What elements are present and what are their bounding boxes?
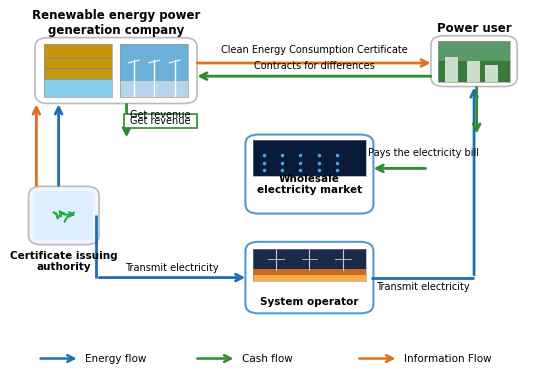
Bar bbox=[438, 40, 510, 82]
Bar bbox=[34, 191, 94, 240]
Bar bbox=[120, 81, 188, 97]
Text: Cash flow: Cash flow bbox=[241, 353, 292, 364]
Bar bbox=[467, 61, 480, 82]
Text: Information Flow: Information Flow bbox=[404, 353, 491, 364]
Bar bbox=[485, 65, 498, 82]
FancyBboxPatch shape bbox=[124, 115, 197, 128]
Bar bbox=[253, 249, 366, 282]
FancyBboxPatch shape bbox=[29, 186, 99, 244]
Bar bbox=[44, 44, 112, 97]
Bar bbox=[44, 79, 112, 97]
Bar bbox=[120, 44, 188, 97]
Text: Renewable energy power
generation company: Renewable energy power generation compan… bbox=[32, 8, 200, 37]
Text: Transmit electricity: Transmit electricity bbox=[125, 263, 219, 273]
FancyBboxPatch shape bbox=[245, 134, 373, 214]
Bar bbox=[438, 40, 510, 82]
Bar bbox=[253, 140, 366, 176]
Text: Pays the electricity bill: Pays the electricity bill bbox=[367, 148, 478, 159]
FancyBboxPatch shape bbox=[431, 36, 517, 87]
Text: Wholesale
electricity market: Wholesale electricity market bbox=[257, 174, 362, 196]
Text: Get revenue: Get revenue bbox=[130, 116, 191, 126]
Bar bbox=[445, 57, 458, 82]
Bar bbox=[253, 269, 366, 282]
Text: Contracts for differences: Contracts for differences bbox=[254, 61, 375, 71]
Text: Certificate issuing
authority: Certificate issuing authority bbox=[10, 251, 118, 272]
FancyBboxPatch shape bbox=[245, 242, 373, 313]
Bar bbox=[438, 40, 510, 61]
Text: Power user: Power user bbox=[437, 22, 512, 35]
Text: Energy flow: Energy flow bbox=[85, 353, 146, 364]
Text: Transmit electricity: Transmit electricity bbox=[376, 282, 469, 292]
Bar bbox=[44, 44, 112, 79]
Bar bbox=[253, 249, 366, 282]
Text: Get revenue: Get revenue bbox=[130, 110, 191, 120]
Bar bbox=[253, 140, 366, 176]
FancyBboxPatch shape bbox=[35, 37, 197, 104]
Bar bbox=[120, 44, 188, 97]
Text: System operator: System operator bbox=[260, 297, 359, 307]
Text: Clean Energy Consumption Certificate: Clean Energy Consumption Certificate bbox=[221, 45, 408, 55]
Bar bbox=[253, 275, 366, 282]
